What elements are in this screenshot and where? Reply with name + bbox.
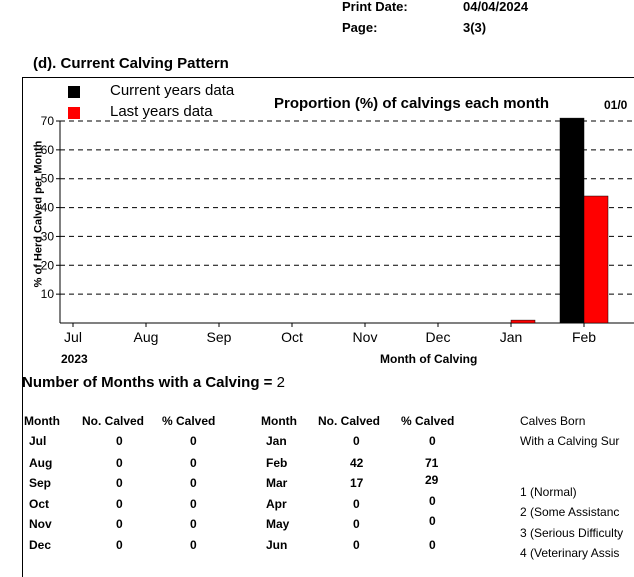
table-cell: Dec — [29, 538, 52, 552]
table-cell: Jul — [29, 434, 47, 448]
x-tick-label: Jan — [500, 329, 523, 345]
legend-label-current: Current years data — [110, 82, 235, 99]
table-cell: 0 — [429, 514, 436, 528]
y-axis-label: % of Herd Calved per Month — [32, 140, 45, 288]
table-cell: 17 — [350, 476, 364, 490]
y-tick-label: 50 — [41, 172, 55, 186]
section-title: (d). Current Calving Pattern — [33, 55, 229, 72]
th-no-calved-right: No. Calved — [318, 414, 381, 428]
table-cell: Jan — [266, 434, 287, 448]
table-cell: 0 — [429, 434, 436, 448]
table-cell: 0 — [116, 497, 123, 511]
x-tick-label: Jul — [64, 329, 82, 345]
y-tick-label: 60 — [41, 143, 55, 157]
print-date-label: Print Date: — [342, 0, 408, 14]
th-month-left: Month — [24, 414, 60, 428]
calves-born-item: 2 (Some Assistanc — [520, 505, 620, 519]
table-cell: 0 — [116, 434, 123, 448]
legend-swatch-current — [68, 86, 80, 98]
table-cell: 0 — [353, 497, 360, 511]
bar — [510, 319, 536, 324]
table-cell: 0 — [190, 456, 197, 470]
table-cell: 0 — [190, 538, 197, 552]
x-tick-label: Oct — [281, 329, 303, 345]
x-axis-label: Month of Calving — [380, 352, 478, 366]
calves-born-item: 3 (Serious Difficulty — [520, 526, 624, 540]
table-cell: 71 — [425, 456, 439, 470]
table-cell: 0 — [353, 517, 360, 531]
table-cell: 0 — [429, 494, 436, 508]
table-cell: 29 — [425, 473, 439, 487]
table-cell: 0 — [429, 538, 436, 552]
months-summary-label: Number of Months with a Calving = — [22, 374, 277, 391]
x-tick-label: Dec — [426, 329, 451, 345]
table-cell: May — [266, 517, 290, 531]
legend-swatch-last — [68, 107, 80, 119]
y-tick-label: 30 — [41, 229, 55, 243]
table-cell: Oct — [29, 497, 50, 511]
th-no-calved-left: No. Calved — [82, 414, 145, 428]
y-tick-label: 70 — [41, 114, 55, 128]
bar — [583, 195, 609, 324]
th-pct-calved-right: % Calved — [401, 414, 455, 428]
legend-label-last: Last years data — [110, 103, 213, 120]
calves-born-item: 4 (Veterinary Assis — [520, 546, 620, 560]
table-cell: Nov — [29, 517, 52, 531]
y-tick-label: 40 — [41, 201, 55, 215]
y-tick-label: 10 — [41, 287, 55, 301]
x-tick-label: Feb — [572, 329, 596, 345]
table-cell: Apr — [266, 497, 287, 511]
bar — [559, 117, 585, 324]
th-month-right: Month — [261, 414, 297, 428]
x-tick-label: Aug — [134, 329, 159, 345]
table-cell: 0 — [116, 517, 123, 531]
page-value: 3(3) — [463, 20, 487, 35]
table-cell: 0 — [190, 497, 197, 511]
table-cell: 0 — [353, 434, 360, 448]
page-label: Page: — [342, 20, 378, 35]
table-cell: 0 — [116, 538, 123, 552]
calving-chart: 10 20 30 40 50 60 70 Jul Aug Sep Oct Nov Dec Jan Feb — [41, 114, 634, 345]
table-cell: Mar — [266, 476, 288, 490]
table-cell: 0 — [116, 456, 123, 470]
calves-born-title: Calves Born — [520, 414, 586, 428]
table-cell: 0 — [190, 476, 197, 490]
table-cell: Feb — [266, 456, 288, 470]
calves-born-item: 1 (Normal) — [520, 485, 577, 499]
chart-title: Proportion (%) of calvings each month — [274, 95, 550, 112]
table-cell: Aug — [29, 456, 53, 470]
calves-born-subtitle: With a Calving Sur — [520, 434, 620, 448]
table-cell: 42 — [350, 456, 364, 470]
th-pct-calved-left: % Calved — [162, 414, 216, 428]
table-cell: 0 — [116, 476, 123, 490]
x-tick-label: Nov — [353, 329, 378, 345]
chart-title-suffix: 01/0 — [604, 98, 628, 112]
y-tick-label: 20 — [41, 258, 55, 272]
report-frame — [22, 77, 634, 577]
table-cell: Jun — [266, 538, 288, 552]
table-cell: Sep — [29, 476, 52, 490]
x-tick-label: Sep — [207, 329, 232, 345]
table-cell: 0 — [190, 434, 197, 448]
table-cell: 0 — [190, 517, 197, 531]
table-cell: 0 — [353, 538, 360, 552]
print-date-value: 04/04/2024 — [463, 0, 529, 14]
months-summary-value: 2 — [276, 374, 285, 391]
months-summary: Number of Months with a Calving = 2 — [22, 374, 285, 391]
year-label: 2023 — [61, 352, 88, 366]
